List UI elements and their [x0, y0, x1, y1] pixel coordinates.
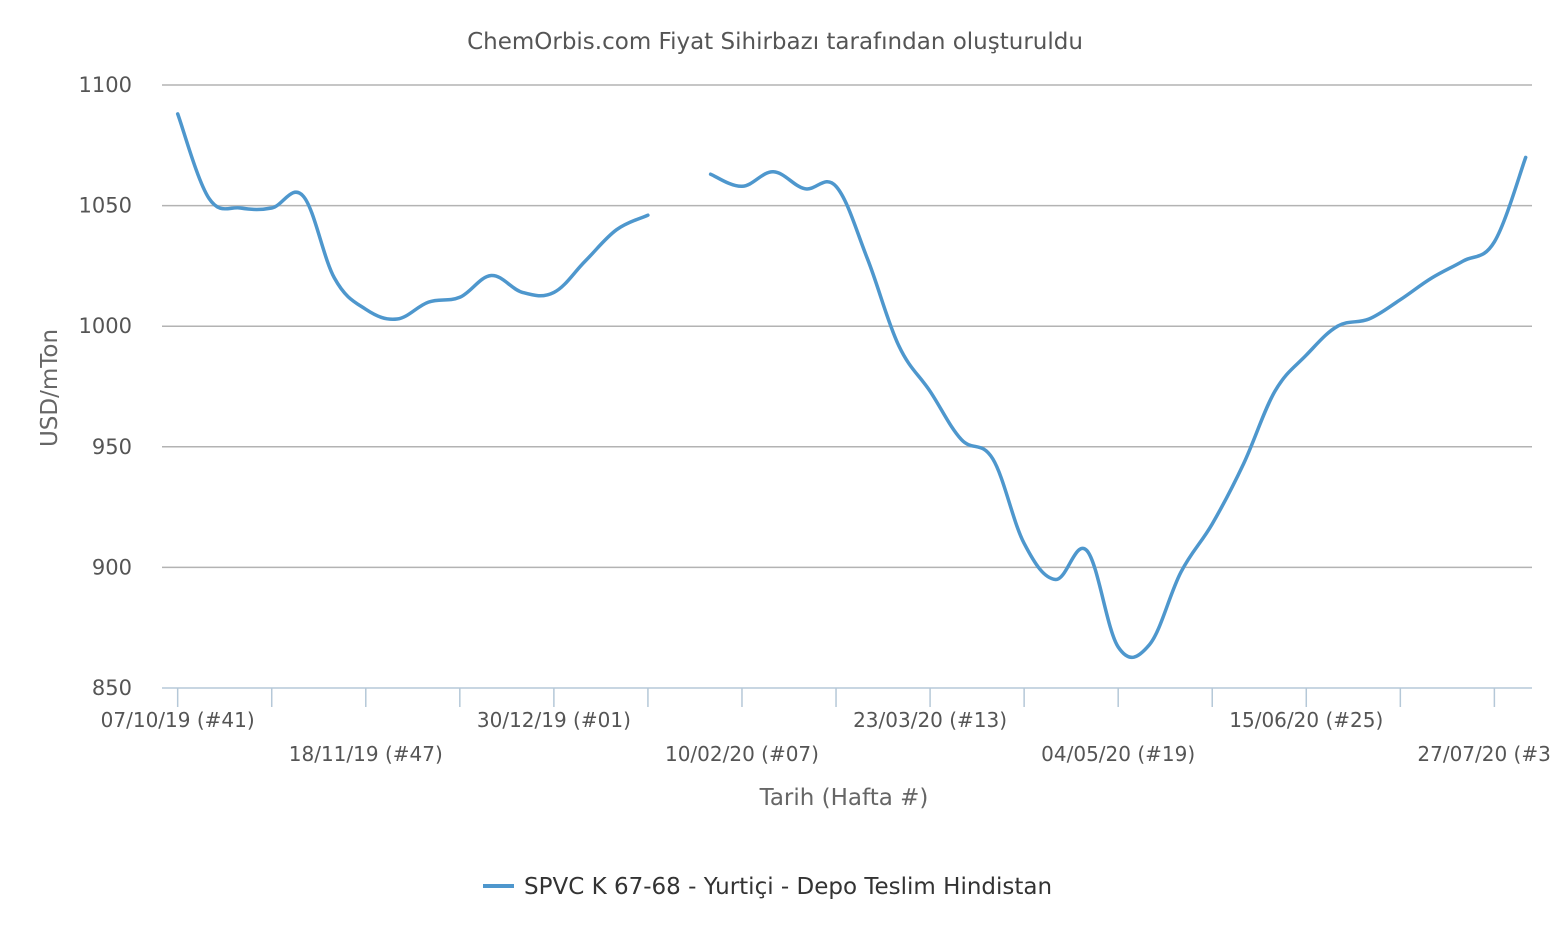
y-axis-ticks: 850 900 950 1000 1050 1100 [79, 73, 132, 700]
x-tick-label: 04/05/20 (#19) [1041, 742, 1195, 766]
y-tick-label: 900 [92, 555, 132, 579]
legend[interactable]: SPVC K 67-68 - Yurtiçi - Depo Teslim Hin… [483, 874, 1052, 900]
x-axis: 07/10/19 (#41) 18/11/19 (#47) 30/12/19 (#0… [101, 687, 1552, 766]
gridlines [162, 84, 1532, 569]
x-tick-label: 07/10/19 (#41) [101, 708, 255, 732]
series-layer [175, 112, 1528, 659]
x-tick-label: 27/07/20 (#31) [1417, 742, 1552, 766]
y-tick-label: 1050 [79, 194, 132, 218]
y-tick-label: 950 [92, 435, 132, 459]
series-line[interactable] [708, 155, 1528, 659]
x-axis-title: Tarih (Hafta #) [759, 785, 929, 811]
x-tick-label: 30/12/19 (#01) [477, 708, 631, 732]
y-tick-label: 1100 [79, 73, 132, 97]
legend-label: SPVC K 67-68 - Yurtiçi - Depo Teslim Hin… [524, 874, 1052, 900]
chart-credit: ChemOrbis.com Fiyat Sihirbazı tarafından… [467, 29, 1083, 55]
y-tick-label: 850 [92, 676, 132, 700]
y-tick-label: 1000 [79, 314, 132, 338]
x-tick-label: 15/06/20 (#25) [1229, 708, 1383, 732]
y-axis-title: USD/mTon [37, 329, 63, 447]
series-line[interactable] [175, 112, 650, 322]
x-tick-label: 10/02/20 (#07) [665, 742, 819, 766]
x-tick-label: 18/11/19 (#47) [289, 742, 443, 766]
x-tick-label: 23/03/20 (#13) [853, 708, 1007, 732]
